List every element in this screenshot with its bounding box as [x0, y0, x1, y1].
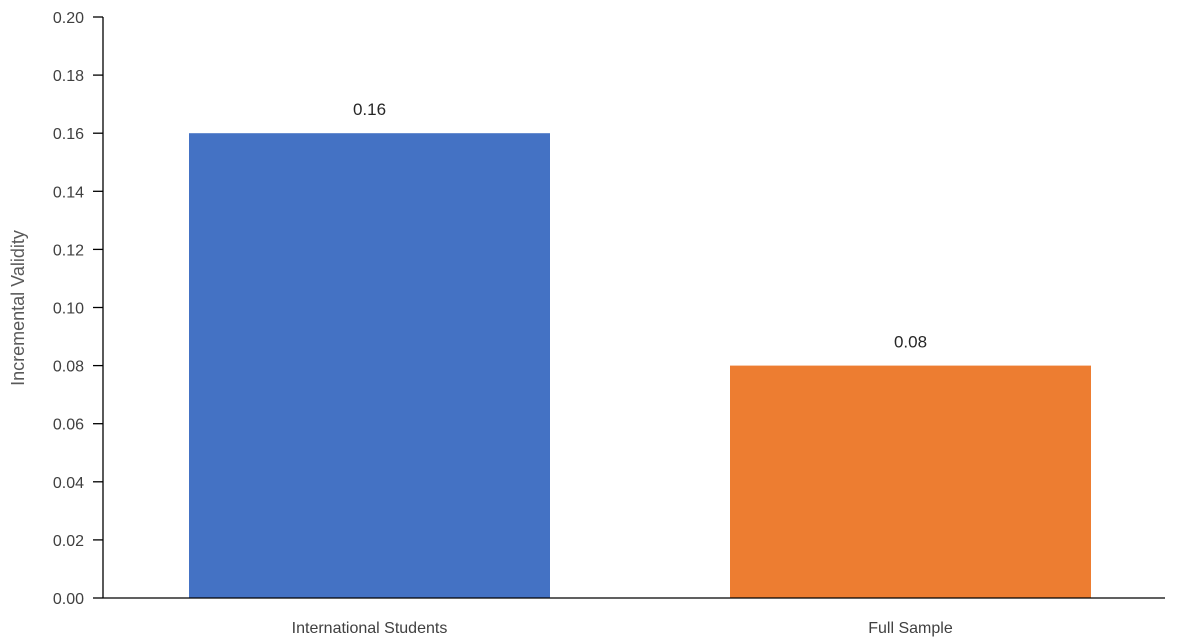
bar-international-students — [189, 133, 550, 598]
y-tick-label: 0.10 — [53, 301, 84, 318]
y-tick-label: 0.18 — [53, 68, 84, 85]
data-label: 0.16 — [353, 100, 386, 119]
y-tick-label: 0.16 — [53, 126, 84, 143]
x-axis: International Students Full Sample — [103, 597, 1165, 637]
y-tick-label: 0.20 — [53, 10, 84, 27]
bars-group — [189, 133, 1091, 598]
y-axis: 0.00 0.02 0.04 0.06 0.08 0.10 0.12 0.14 0.16 0.18… — [53, 10, 104, 608]
x-tick-label: Full Sample — [868, 620, 953, 637]
y-tick-label: 0.08 — [53, 359, 84, 376]
bar-full-sample — [730, 365, 1091, 598]
y-tick-label: 0.12 — [53, 242, 84, 259]
data-labels-group: 0.16 0.08 — [353, 100, 927, 351]
y-tick-label: 0.00 — [53, 591, 84, 608]
y-axis-title: Incremental Validity — [8, 230, 28, 386]
data-label: 0.08 — [894, 333, 927, 352]
y-tick-label: 0.06 — [53, 417, 84, 434]
y-tick-label: 0.02 — [53, 533, 84, 550]
y-tick-label: 0.04 — [53, 475, 84, 492]
y-tick-label: 0.14 — [53, 184, 84, 201]
x-tick-label: International Students — [292, 620, 448, 637]
